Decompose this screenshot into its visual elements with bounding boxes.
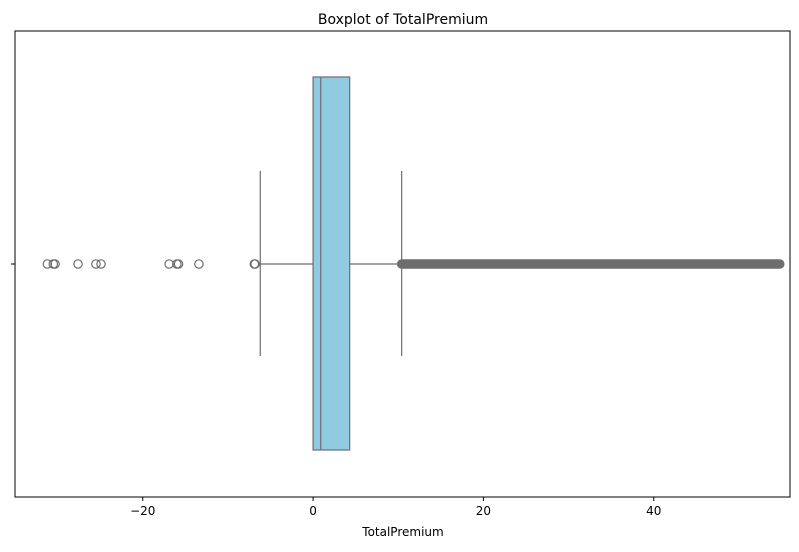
- x-tick-label: 40: [646, 504, 661, 518]
- plot-area: [42, 76, 785, 451]
- iqr-box: [312, 76, 351, 451]
- outlier-point: [194, 259, 204, 269]
- x-axis-label: TotalPremium: [361, 525, 443, 539]
- outlier-point: [73, 259, 83, 269]
- x-tick-label: 20: [476, 504, 491, 518]
- outlier-point: [50, 259, 60, 269]
- outlier-point: [91, 259, 101, 269]
- chart-title: Boxplot of TotalPremium: [318, 12, 488, 28]
- x-axis: −20 0 20 40: [130, 497, 661, 518]
- outlier-point: [164, 259, 174, 269]
- x-tick-label: −20: [130, 504, 155, 518]
- outlier-point: [250, 259, 260, 269]
- outlier-point: [42, 259, 53, 269]
- x-tick-label: 0: [309, 504, 317, 518]
- outlier-point: [173, 259, 184, 269]
- outlier-point: [96, 259, 106, 269]
